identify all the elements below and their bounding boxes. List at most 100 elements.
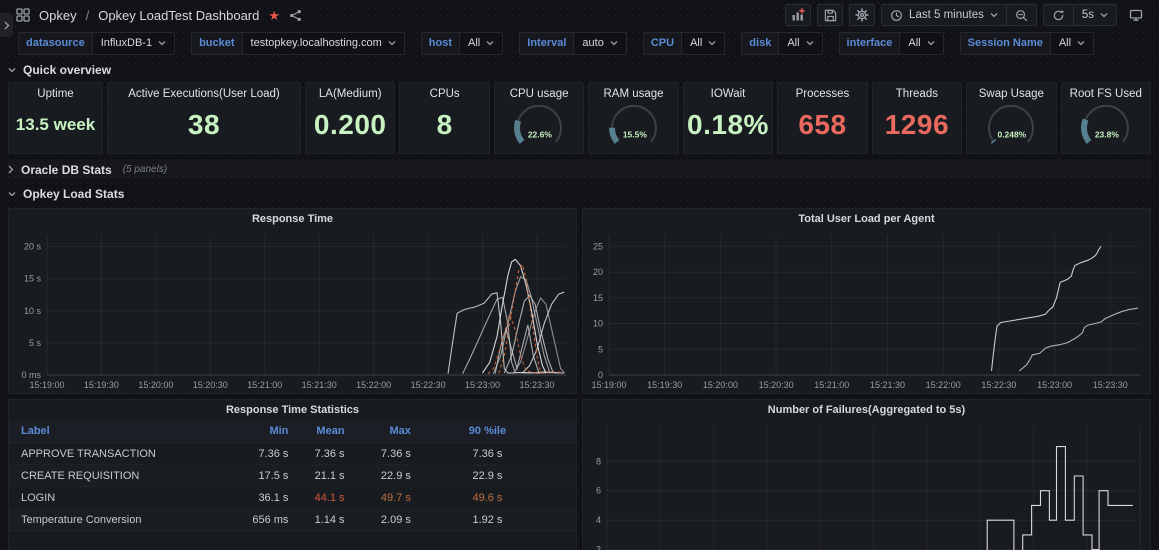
svg-text:2: 2 [596,545,601,550]
zoom-out-icon [1015,9,1028,21]
panel-title[interactable]: Response Time [251,213,334,225]
row-opkey-load-stats[interactable]: Opkey Load Stats [8,184,1151,204]
panel-title[interactable]: Processes [795,88,850,100]
save-dashboard-button[interactable] [817,4,844,26]
stat-value: 0.18% [687,109,769,140]
dashboards-grid-icon[interactable] [16,8,30,22]
svg-text:20 s: 20 s [24,242,42,252]
variable-label: Interval [519,31,574,55]
variable-value-dropdown[interactable]: testopkey.localhosting.com [241,31,405,55]
svg-text:15: 15 [593,293,603,303]
variable-label: datasource [18,31,92,55]
add-panel-button[interactable] [785,4,812,26]
refresh-interval-label: 5s [1081,9,1094,21]
column-header-max[interactable]: Max [389,425,411,437]
variable-value-dropdown[interactable]: All [778,31,823,55]
svg-text:20: 20 [593,267,603,277]
stat-value: 8 [436,109,453,140]
panel-title[interactable]: LA(Medium) [318,88,382,100]
gauge-value: 23.8% [1095,130,1119,140]
variable-label: interface [838,31,900,55]
gauge: 22.6% [514,103,565,144]
share-icon[interactable] [289,9,302,22]
refresh-interval-select[interactable]: 5s [1072,5,1116,25]
row-panel-count: (5 panels) [122,164,168,175]
panel-title[interactable]: Active Executions(User Load) [128,88,280,100]
row-quick-overview[interactable]: Quick overview [8,60,1151,80]
svg-text:15:21:00: 15:21:00 [247,380,282,390]
panel-title[interactable]: Total User Load per Agent [798,213,935,225]
breadcrumb-folder[interactable]: Opkey [39,7,77,23]
panel-title[interactable]: Swap Usage [978,88,1044,100]
svg-text:5 s: 5 s [29,338,42,348]
gauge: 15.5% [608,103,659,144]
user-load-chart[interactable]: 15:19:00 15:19:30 15:20:00 15:20:30 15:21:00… [583,229,1150,393]
svg-text:15:20:00: 15:20:00 [703,380,738,390]
panel-title[interactable]: RAM usage [603,88,664,100]
variable-value-dropdown[interactable]: InfluxDB-1 [91,31,176,55]
variable-host: host All [420,31,504,55]
panel-cpu-usage: CPU usage 22.6% [493,82,585,154]
variable-datasource: datasource InfluxDB-1 [18,31,176,55]
svg-text:15:22:30: 15:22:30 [981,380,1016,390]
panel-title[interactable]: IOWait [710,88,746,100]
sidebar-expand-toggle[interactable] [0,13,13,37]
row-oracle-db-stats[interactable]: Oracle DB Stats (5 panels) [8,160,1151,179]
dashboard-settings-button[interactable] [849,4,876,26]
chevron-down-icon [1100,13,1108,18]
svg-text:15:21:00: 15:21:00 [814,380,849,390]
variable-value-dropdown[interactable]: All [899,31,944,55]
variable-interface: interface All [838,31,944,55]
variable-label: disk [741,31,779,55]
panel-title[interactable]: Response Time Statistics [225,404,360,416]
panel-title[interactable]: Threads [895,88,938,100]
chevron-down-icon [990,13,998,18]
column-header-label[interactable]: Label [21,425,50,437]
panel-title[interactable]: CPU usage [509,88,569,100]
panel-ram-usage: RAM usage 15.5% [588,82,679,154]
time-range-picker[interactable]: Last 5 minutes [882,5,1006,25]
failures-chart[interactable]: 2 4 6 8 [583,420,1150,550]
variable-value-dropdown[interactable]: All [1049,31,1095,55]
panel-title[interactable]: Uptime [37,88,74,100]
monitor-icon [1129,9,1143,21]
svg-text:15:19:30: 15:19:30 [84,380,119,390]
svg-text:5: 5 [598,344,603,354]
gauge-value: 0.248% [998,130,1027,140]
refresh-button[interactable] [1044,5,1073,25]
row-title: Quick overview [23,63,112,77]
panel-title[interactable]: Number of Failures(Aggregated to 5s) [767,404,966,416]
svg-text:10 s: 10 s [24,306,42,316]
table-header-row: Label Min Mean Max 90 %ile [9,420,576,443]
panel-iowait: IOWait 0.18% [682,82,774,154]
svg-text:15:20:30: 15:20:30 [193,380,228,390]
favorite-star-icon[interactable]: ★ [268,7,281,23]
variable-cpu: CPU All [642,31,726,55]
panel-la-medium: LA(Medium) 0.200 [305,82,396,154]
panel-title[interactable]: CPUs [429,88,460,100]
panel-root-fs-used: Root FS Used 23.8% [1060,82,1151,154]
svg-text:0: 0 [598,370,603,380]
variable-value-dropdown[interactable]: All [459,31,504,55]
column-header-90pct[interactable]: 90 %ile [468,425,507,437]
refresh-icon [1053,9,1065,20]
stat-value: 13.5 week [15,115,96,134]
variable-value-dropdown[interactable]: auto [573,31,627,55]
chevron-down-icon [158,41,166,46]
response-time-chart[interactable]: 15:19:00 15:19:30 15:20:00 15:20:30 15:21:00… [9,229,576,393]
chevron-right-icon [4,21,9,29]
variable-label: Session Name [959,31,1050,55]
panel-response-time-statistics: Response Time Statistics Label Min Mean … [8,399,577,550]
panel-title[interactable]: Root FS Used [1069,88,1142,100]
stat-value: 658 [798,109,847,140]
cycle-view-mode-button[interactable] [1123,4,1149,26]
column-header-min[interactable]: Min [269,425,289,437]
svg-text:0 ms: 0 ms [21,370,41,380]
column-header-mean[interactable]: Mean [316,425,345,437]
svg-text:8: 8 [596,456,601,466]
panel-processes: Processes 658 [777,82,868,154]
top-navbar: Opkey / Opkey LoadTest Dashboard ★ Last … [0,0,1159,30]
breadcrumb-dashboard-title[interactable]: Opkey LoadTest Dashboard [98,7,260,23]
variable-value-dropdown[interactable]: All [681,31,726,55]
zoom-out-time-button[interactable] [1005,5,1036,25]
